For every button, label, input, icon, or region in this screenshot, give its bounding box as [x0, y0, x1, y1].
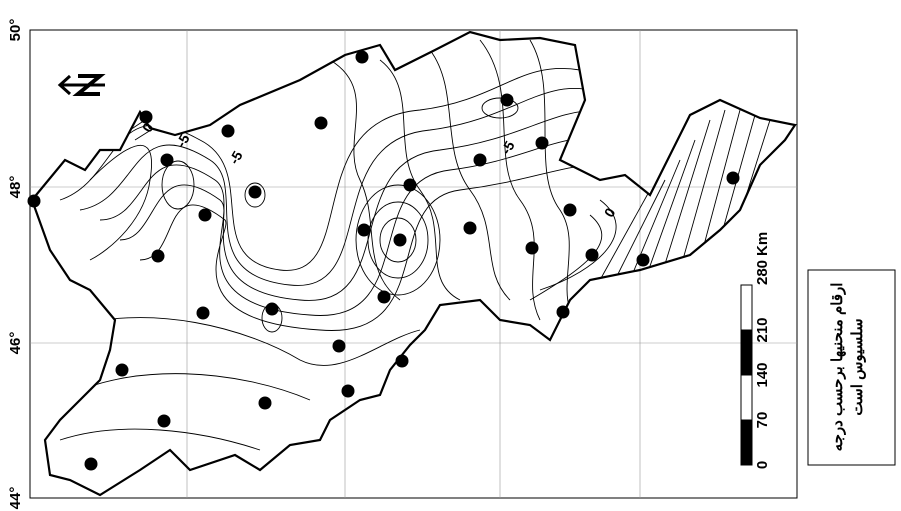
- latitude-label: 46°: [7, 332, 24, 355]
- scale-bar: [740, 284, 753, 466]
- contour-label: 0: [601, 205, 619, 220]
- station: [27, 194, 41, 208]
- station: [393, 233, 407, 247]
- station: [265, 302, 279, 316]
- graticule: [30, 30, 797, 498]
- station: [500, 93, 514, 107]
- station: [395, 354, 409, 368]
- station: [341, 384, 355, 398]
- station: [160, 153, 174, 167]
- legend-box: [807, 269, 896, 466]
- station: [377, 290, 391, 304]
- station: [563, 203, 577, 217]
- station: [463, 221, 477, 235]
- station: [139, 110, 153, 124]
- station: [525, 241, 539, 255]
- latitude-label: 44°: [7, 487, 24, 510]
- scale-label: 140: [754, 362, 771, 387]
- station: [357, 223, 371, 237]
- legend-text: ارقام منحنیها برحسب درجه: [829, 283, 846, 452]
- contour-label: -5: [226, 148, 246, 167]
- north-arrow: [57, 74, 106, 96]
- station: [403, 178, 417, 192]
- legend-text: سلسیوس است: [849, 318, 866, 415]
- station: [332, 339, 346, 353]
- station: [726, 171, 740, 185]
- scale-label: 280: [754, 260, 771, 285]
- station: [198, 208, 212, 222]
- contours: [59, 39, 771, 451]
- station: [636, 253, 650, 267]
- boundary: [30, 30, 797, 497]
- station: [585, 248, 599, 262]
- scale-label: 0: [754, 461, 771, 469]
- latitude-label: 48°: [7, 176, 24, 199]
- contour-label: -5: [498, 138, 518, 157]
- scale-label: 70: [754, 412, 771, 429]
- latitude-label: 50°: [7, 19, 24, 42]
- station: [196, 306, 210, 320]
- stations: [27, 50, 740, 471]
- station: [473, 153, 487, 167]
- scale-unit: Km: [754, 232, 771, 256]
- station: [355, 50, 369, 64]
- station: [84, 457, 98, 471]
- station: [221, 124, 235, 138]
- station: [248, 185, 262, 199]
- station: [535, 136, 549, 150]
- station: [258, 396, 272, 410]
- scale-label: 210: [754, 317, 771, 342]
- station: [157, 414, 171, 428]
- frame: [29, 29, 798, 499]
- station: [151, 249, 165, 263]
- station: [556, 305, 570, 319]
- station: [115, 363, 129, 377]
- station: [314, 116, 328, 130]
